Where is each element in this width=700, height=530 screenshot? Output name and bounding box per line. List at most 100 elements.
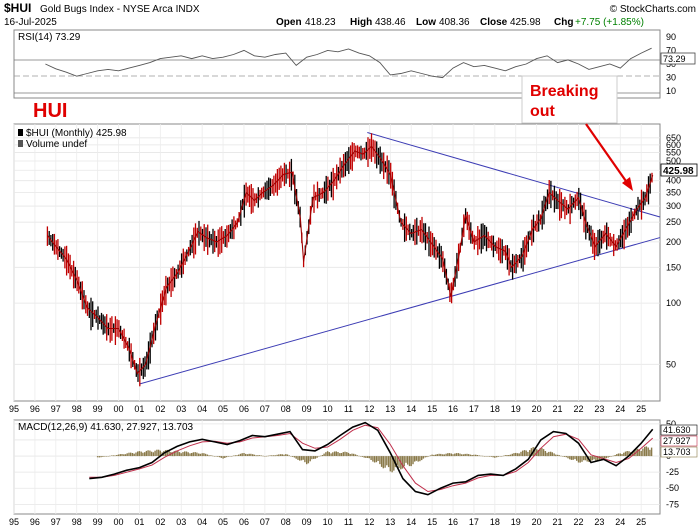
- header-date: 16-Jul-2025: [4, 17, 57, 28]
- macd-histogram-bar: [631, 451, 634, 457]
- macd-histogram-bar: [358, 455, 360, 457]
- macd-histogram-bar: [171, 452, 174, 457]
- macd-histogram-bar: [185, 451, 188, 456]
- macd-histogram-bar: [436, 454, 438, 456]
- macd-histogram-bar: [558, 455, 560, 457]
- macd-histogram-bar: [278, 454, 280, 457]
- macd-histogram-bar: [182, 452, 184, 457]
- header-high-label: High: [350, 17, 372, 28]
- macd-histogram-bar: [373, 456, 376, 463]
- price-x-tick-label: 16: [448, 404, 458, 414]
- macd-histogram-bar: [365, 456, 367, 458]
- macd-histogram-bar: [398, 456, 400, 468]
- macd-histogram-bar: [180, 453, 182, 457]
- price-x-tick-label: 25: [636, 404, 646, 414]
- macd-histogram-bar: [387, 456, 390, 468]
- macd-histogram-bar: [311, 456, 313, 460]
- price-tick-label: 250: [666, 217, 681, 227]
- macd-histogram-bar: [567, 456, 569, 459]
- macd-histogram-bar: [319, 455, 322, 457]
- price-x-tick-label: 17: [469, 404, 479, 414]
- trendlines: [139, 132, 661, 385]
- macd-histogram-bar: [434, 454, 437, 456]
- macd-histogram-bar: [299, 456, 301, 461]
- price-x-tick-label: 04: [197, 404, 207, 414]
- macd-histogram-bar: [522, 450, 524, 457]
- macd-histogram-bar: [504, 455, 506, 456]
- price-tick-label: 200: [666, 237, 681, 247]
- macd-histogram-bar: [508, 455, 510, 457]
- macd-histogram-bar: [267, 455, 270, 457]
- macd-histogram-bar: [501, 456, 503, 457]
- price-x-tick-label: 14: [406, 404, 416, 414]
- price-subtitle: Volume undef: [26, 139, 87, 150]
- macd-x-tick-label: 01: [134, 517, 144, 527]
- macd-histogram-bar: [454, 453, 456, 457]
- macd-x-tick-label: 97: [51, 517, 61, 527]
- macd-histogram-bar: [396, 456, 398, 465]
- macd-histogram-bar: [116, 455, 118, 456]
- macd-x-tick-label: 96: [30, 517, 40, 527]
- macd-histogram-bar: [250, 453, 252, 456]
- macd-histogram-bar: [560, 455, 562, 457]
- macd-histogram-bar: [393, 456, 395, 471]
- rsi-last-badge: 73.29: [660, 52, 696, 65]
- macd-histogram-bar: [306, 456, 308, 465]
- macd-histogram-bar: [290, 456, 292, 457]
- macd-histogram-bar: [173, 451, 175, 457]
- macd-histogram-bar: [361, 456, 364, 457]
- price-x-tick-label: 98: [72, 404, 82, 414]
- macd-histogram-bar: [201, 453, 203, 457]
- macd-histogram-bar: [422, 456, 425, 459]
- macd-tick-label: -75: [666, 499, 679, 509]
- macd-histogram-bar: [257, 455, 259, 457]
- macd-histogram-bar: [248, 453, 250, 456]
- header-symbol: $HUI: [4, 1, 31, 15]
- macd-histogram-bar: [215, 456, 217, 457]
- macd-histogram-bar: [614, 455, 616, 457]
- macd-histogram-bar: [295, 456, 297, 459]
- macd-histogram-bar: [431, 454, 433, 456]
- macd-histogram-bar: [440, 453, 442, 457]
- macd-panel: [13, 419, 661, 515]
- trendline: [139, 237, 661, 385]
- macd-histogram-bar: [481, 455, 484, 457]
- macd-histogram-bar: [128, 452, 130, 456]
- macd-histogram-bar: [187, 452, 189, 457]
- price-x-tick-label: 23: [594, 404, 604, 414]
- macd-histogram-bar: [445, 453, 447, 457]
- macd-histogram-bar: [208, 455, 210, 457]
- macd-histogram-bar: [372, 456, 374, 462]
- macd-histogram-bar: [407, 456, 409, 465]
- macd-x-tick-label: 17: [469, 517, 479, 527]
- macd-x-axis: 95 96 97 98 99 00 01 02 03 04 05 06 07 08 09 10 11 12 13 14…: [9, 517, 646, 527]
- macd-histogram-bar: [487, 456, 489, 457]
- macd-histogram-bar: [537, 449, 540, 457]
- price-x-tick-label: 10: [323, 404, 333, 414]
- macd-histogram-bar: [255, 455, 257, 457]
- macd-last-2: 27.927: [663, 436, 691, 446]
- macd-histogram-bar: [346, 452, 348, 457]
- price-x-tick-label: 21: [553, 404, 563, 414]
- macd-histogram-bar: [323, 453, 325, 456]
- macd-histogram-bar: [590, 456, 592, 462]
- macd-histogram-bar: [556, 454, 559, 456]
- macd-histogram-bar: [347, 452, 350, 456]
- price-x-tick-label: 95: [9, 404, 19, 414]
- rsi-title: RSI(14) 73.29: [18, 32, 81, 43]
- macd-histogram-bar: [644, 446, 646, 457]
- macd-histogram-bar: [150, 451, 153, 457]
- price-tick-label: 500: [666, 156, 681, 166]
- price-x-tick-label: 96: [30, 404, 40, 414]
- macd-histogram-bar: [628, 451, 630, 456]
- macd-histogram-bar: [225, 456, 228, 458]
- header-name: Gold Bugs Index - NYSE Arca INDX: [40, 4, 200, 15]
- macd-histogram-bar: [426, 456, 428, 458]
- macd-histogram-bar: [551, 452, 553, 456]
- macd-histogram-bar: [502, 455, 505, 457]
- price-tick-label: 150: [666, 262, 681, 272]
- macd-histogram-bar: [386, 456, 388, 466]
- macd-histogram-bar: [326, 451, 329, 457]
- macd-histogram-bar: [443, 454, 445, 457]
- macd-histogram-bar: [511, 453, 513, 457]
